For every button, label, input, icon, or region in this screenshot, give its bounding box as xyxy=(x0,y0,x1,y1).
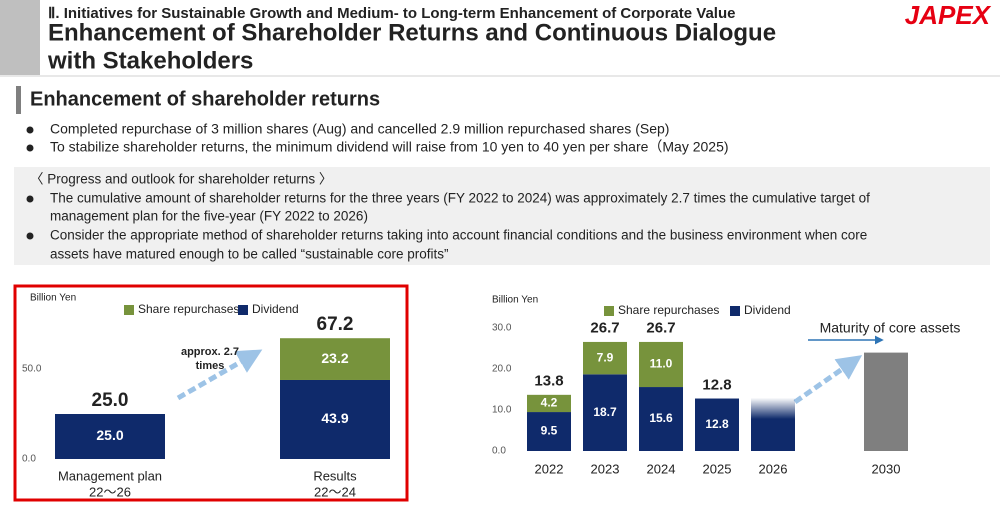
bar-segment xyxy=(583,374,627,451)
bar-segment xyxy=(527,412,571,451)
bullet-text: Completed repurchase of 3 million shares… xyxy=(50,121,669,137)
annotation: Maturity of core assets xyxy=(820,320,961,336)
legend-swatch xyxy=(730,306,740,316)
x-tick-label: 22～26 xyxy=(89,484,131,499)
highlight-frame xyxy=(13,284,409,502)
bar-segment xyxy=(639,341,683,388)
value-label: 12.8 xyxy=(705,417,729,431)
y-tick-label: 0.0 xyxy=(492,446,506,457)
progress-heading: 〈 Progress and outlook for shareholder r… xyxy=(30,172,332,187)
legend-swatch xyxy=(604,306,614,316)
y-tick-label: 0.0 xyxy=(22,454,36,465)
projection-bar xyxy=(864,352,908,451)
x-tick-label: 2024 xyxy=(647,461,676,476)
y-tick-label: 10.0 xyxy=(492,405,512,416)
x-tick-label: 2022 xyxy=(535,461,564,476)
y-tick-label: 50.0 xyxy=(22,364,42,375)
bullet-text: To stabilize shareholder returns, the mi… xyxy=(50,139,729,155)
x-tick-label: 2023 xyxy=(591,461,620,476)
bullet xyxy=(26,232,34,240)
bar-segment xyxy=(639,387,683,451)
header-block xyxy=(0,0,40,75)
x-tick-label: Management plan xyxy=(58,468,162,483)
x-tick-label: Results xyxy=(313,468,357,483)
total-label: 67.2 xyxy=(317,314,354,335)
bullet-text: The cumulative amount of shareholder ret… xyxy=(50,191,870,206)
value-label: 25.0 xyxy=(96,427,123,443)
x-tick-label: 2025 xyxy=(703,461,732,476)
bar-segment xyxy=(55,414,165,459)
value-label: 7.9 xyxy=(597,350,614,364)
total-label: 12.8 xyxy=(702,376,731,393)
annotation: approx. 2.7 xyxy=(181,346,239,358)
bar-segment xyxy=(583,341,627,375)
progress-box xyxy=(14,167,990,265)
bullet-text: assets have matured enough to be called … xyxy=(50,247,448,262)
y-axis-label: Billion Yen xyxy=(492,295,538,306)
legend-label: Dividend xyxy=(252,302,299,316)
total-label: 26.7 xyxy=(590,319,619,336)
x-tick-label: 2026 xyxy=(759,461,788,476)
bullet-text: management plan for the five-year (FY 20… xyxy=(50,209,368,224)
legend-label: Dividend xyxy=(744,303,791,317)
y-axis-label: Billion Yen xyxy=(30,293,76,304)
x-tick-label: 2030 xyxy=(872,461,901,476)
legend-label: Share repurchases xyxy=(618,303,719,317)
value-label: 18.7 xyxy=(593,405,617,419)
projection-bar xyxy=(751,397,795,451)
section-title: Enhancement of shareholder returns xyxy=(30,88,380,110)
bullet-text: Consider the appropriate method of share… xyxy=(50,228,867,243)
bar-segment xyxy=(527,394,571,413)
header-title: Enhancement of Shareholder Returns and C… xyxy=(48,19,776,46)
header-title: with Stakeholders xyxy=(47,47,253,74)
total-label: 25.0 xyxy=(92,390,129,411)
x-tick-label: 22～24 xyxy=(314,484,356,499)
legend-label: Share repurchases xyxy=(138,302,239,316)
legend-swatch xyxy=(238,305,248,315)
bullet xyxy=(26,195,34,203)
bar-segment xyxy=(280,379,390,459)
legend-swatch xyxy=(124,305,134,315)
value-label: 43.9 xyxy=(321,410,348,426)
section-marker xyxy=(16,86,21,114)
growth-arrow xyxy=(176,349,263,401)
y-tick-label: 20.0 xyxy=(492,364,512,375)
bar-segment xyxy=(280,338,390,380)
annotation: times xyxy=(196,360,225,372)
total-label: 13.8 xyxy=(534,372,563,389)
value-label: 23.2 xyxy=(321,350,348,366)
outlook-arrow xyxy=(793,355,863,405)
value-label: 15.6 xyxy=(649,411,673,425)
value-label: 4.2 xyxy=(541,396,558,410)
total-label: 26.7 xyxy=(646,319,675,336)
y-tick-label: 30.0 xyxy=(492,323,512,334)
bullet xyxy=(26,144,34,152)
header-category: Ⅱ. Initiatives for Sustainable Growth an… xyxy=(48,5,735,22)
logo: JAPEX xyxy=(905,0,992,30)
bar-segment xyxy=(695,398,739,451)
value-label: 9.5 xyxy=(541,424,558,438)
bullet xyxy=(26,126,34,134)
value-label: 11.0 xyxy=(650,357,673,371)
